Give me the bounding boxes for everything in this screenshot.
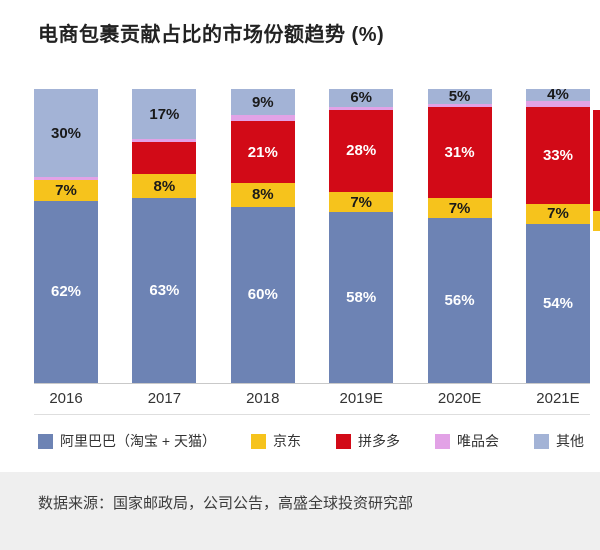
- segment-value-label: 33%: [542, 146, 573, 164]
- bar-segment: 63%: [132, 197, 197, 383]
- clipped-bar-segment: [593, 110, 600, 211]
- bar-2016: 62% 7% 30%: [34, 89, 98, 383]
- bar-segment: 7%: [329, 191, 394, 213]
- segment-value-label: 28%: [346, 142, 377, 160]
- bar-segment: 17%: [132, 89, 197, 139]
- segment-value-label: 8%: [153, 177, 176, 195]
- bar-segment: 7%: [34, 180, 98, 201]
- bar-2021E: 54% 7% 33% 4%: [525, 86, 590, 383]
- bar-segment: 6%: [329, 89, 394, 107]
- bar-segment: [132, 141, 197, 175]
- bar-segment: 7%: [525, 203, 590, 225]
- bar-segment: 58%: [329, 212, 394, 383]
- bar-segment: 5%: [427, 87, 492, 105]
- bar-segment: 7%: [427, 197, 492, 219]
- legend-label: 拼多多: [357, 433, 400, 449]
- legend-swatch-icon: [38, 433, 53, 449]
- bar-2019E: 58% 7% 28% 6%: [329, 89, 394, 383]
- segment-value-label: 17%: [149, 105, 180, 123]
- segment-value-label: 54%: [542, 295, 573, 313]
- segment-value-label: 5%: [448, 87, 471, 105]
- legend: 阿里巴巴（淘宝 + 天猫） 京东 拼多多 唯品会 其他: [38, 431, 584, 451]
- x-axis-label: 2020E: [437, 390, 482, 407]
- bar-2020E: 56% 7% 31% 5%: [427, 87, 492, 383]
- segment-value-label: 6%: [350, 89, 373, 107]
- bar-segment: [230, 115, 295, 122]
- stacked-bar-chart: 62% 7% 30% 63% 8% 17% 60% 8% 21% 9% 58% 7% 28% 6% 56% 7…: [34, 86, 590, 415]
- segment-value-label: 7%: [448, 199, 471, 217]
- x-axis-label: 2019E: [339, 390, 383, 407]
- segment-value-label: 8%: [251, 186, 274, 204]
- segment-value-label: 4%: [547, 86, 569, 104]
- legend-swatch-icon: [533, 433, 549, 449]
- segment-value-label: 63%: [149, 281, 180, 299]
- bar-2017: 63% 8% 17%: [132, 89, 197, 383]
- bar-segment: 54%: [525, 224, 590, 383]
- legend-swatch-icon: [335, 433, 351, 449]
- x-axis-label: 2018: [246, 390, 280, 407]
- segment-value-label: 56%: [444, 292, 475, 310]
- bar-segment: 33%: [525, 106, 590, 204]
- segment-value-label: 60%: [247, 286, 278, 304]
- legend-label: 京东: [272, 433, 301, 449]
- bar-segment: [525, 100, 590, 107]
- legend-swatch-icon: [250, 433, 266, 449]
- data-source-note: 数据来源：国家邮政局，公司公告，高盛全球投资研究部: [38, 495, 414, 512]
- bars-row: 62% 7% 30% 63% 8% 17% 60% 8% 21% 9% 58% 7% 28% 6% 56% 7…: [34, 86, 590, 384]
- bar-segment: 9%: [230, 89, 295, 116]
- legend-swatch-icon: [434, 433, 450, 449]
- legend-label: 阿里巴巴（淘宝 + 天猫）: [60, 433, 216, 449]
- footer-strip: 数据来源：国家邮政局，公司公告，高盛全球投资研究部: [0, 472, 600, 550]
- segment-value-label: 62%: [50, 283, 82, 301]
- bar-segment: 56%: [427, 218, 492, 383]
- legend-item: 其他: [533, 431, 584, 451]
- segment-value-label: 7%: [350, 193, 373, 211]
- legend-item: 京东: [250, 431, 301, 451]
- segment-value-label: 30%: [50, 124, 82, 142]
- segment-value-label: 21%: [247, 143, 278, 161]
- segment-value-label: 7%: [547, 205, 569, 223]
- bar-segment: 21%: [230, 121, 295, 184]
- bar-segment: 28%: [329, 109, 394, 192]
- bar-segment: 4%: [525, 86, 590, 104]
- legend-item: 阿里巴巴（淘宝 + 天猫）: [38, 431, 216, 451]
- segment-value-label: 31%: [444, 143, 475, 161]
- clipped-next-bar: [593, 110, 600, 231]
- bar-segment: 62%: [34, 200, 98, 383]
- legend-item: 唯品会: [434, 431, 499, 451]
- bar-segment: [427, 103, 492, 107]
- bar-segment: 8%: [230, 183, 295, 207]
- x-axis-label: 2017: [147, 390, 182, 407]
- segment-value-label: 9%: [251, 93, 274, 111]
- x-axis-label: 2021E: [536, 390, 580, 407]
- x-axis-label: 2016: [49, 390, 83, 407]
- bar-segment: 30%: [34, 89, 98, 178]
- bar-segment: [132, 139, 197, 142]
- legend-label: 其他: [555, 433, 584, 449]
- bar-segment: 31%: [427, 106, 492, 198]
- segment-value-label: 7%: [55, 181, 77, 199]
- bar-segment: 60%: [230, 206, 295, 383]
- bar-2018: 60% 8% 21% 9%: [230, 89, 295, 383]
- bar-segment: [34, 177, 98, 181]
- segment-value-label: 58%: [346, 289, 377, 307]
- bar-segment: [329, 106, 394, 110]
- chart-title: 电商包裹贡献占比的市场份额趋势 (%): [38, 24, 385, 46]
- bar-segment: 8%: [132, 174, 197, 198]
- legend-label: 唯品会: [456, 433, 499, 449]
- legend-item: 拼多多: [335, 431, 400, 451]
- clipped-bar-segment: [593, 211, 600, 231]
- x-axis-labels: 2016 2017 2018 2019E 2020E 2021E: [34, 384, 590, 415]
